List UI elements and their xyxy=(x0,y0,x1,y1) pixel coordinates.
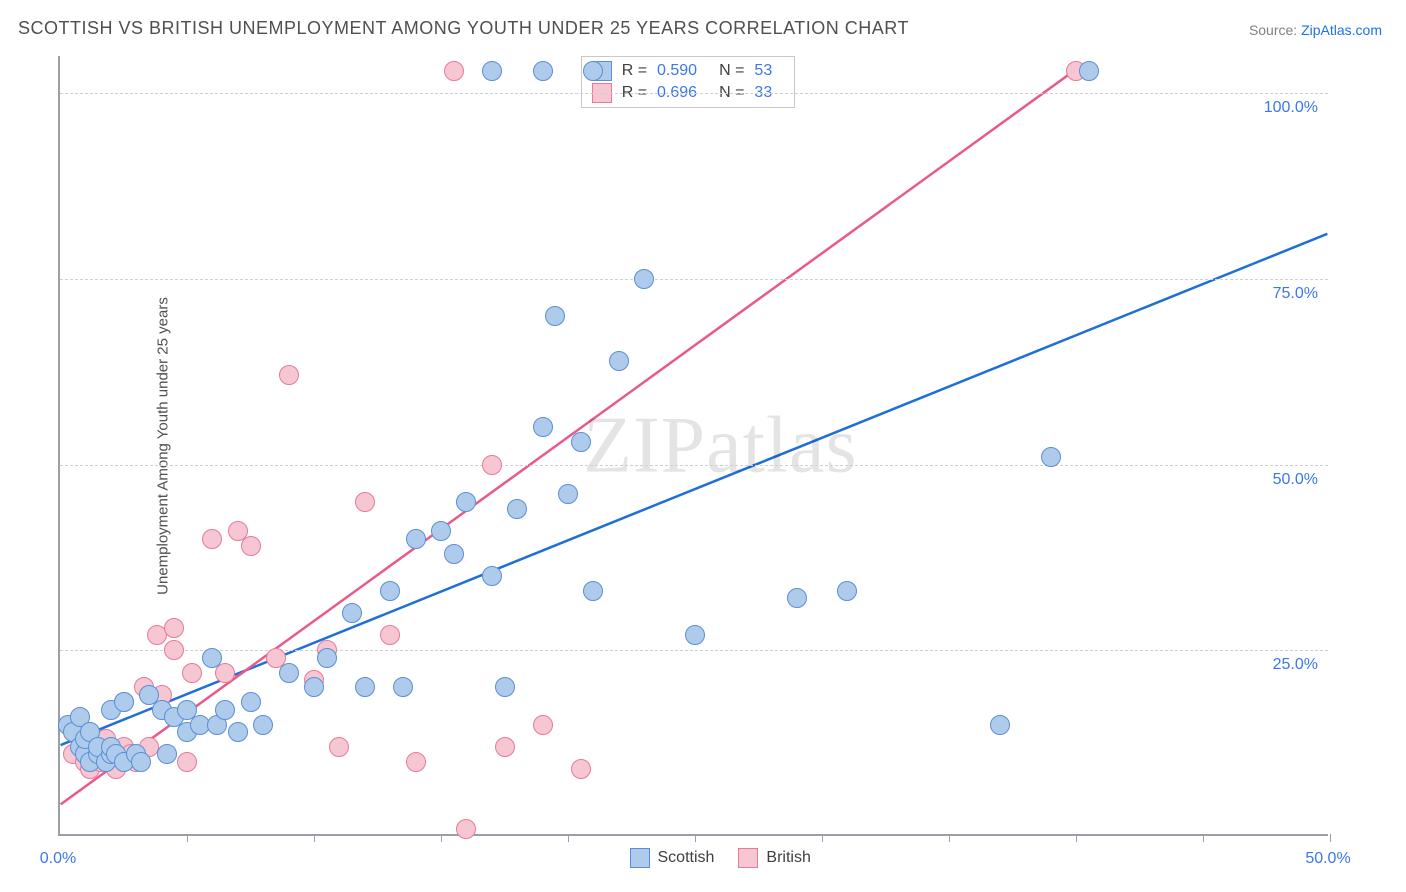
data-point-scottish xyxy=(787,588,807,608)
data-point-scottish xyxy=(202,648,222,668)
data-point-scottish xyxy=(228,722,248,742)
data-point-scottish xyxy=(355,677,375,697)
gridline xyxy=(60,465,1328,466)
regression-line-scottish xyxy=(61,234,1328,745)
data-point-scottish xyxy=(685,625,705,645)
data-point-scottish xyxy=(571,432,591,452)
y-tick-label: 100.0% xyxy=(1264,99,1318,117)
data-point-scottish xyxy=(241,692,261,712)
x-tick-label: 50.0% xyxy=(1305,850,1350,868)
data-point-british xyxy=(495,737,515,757)
data-point-scottish xyxy=(317,648,337,668)
data-point-scottish xyxy=(634,269,654,289)
x-tick-mark xyxy=(314,834,315,842)
data-point-british xyxy=(241,536,261,556)
gridline xyxy=(60,93,1328,94)
data-point-scottish xyxy=(279,663,299,683)
data-point-scottish xyxy=(507,499,527,519)
legend-item-scottish: Scottish xyxy=(630,848,715,868)
x-tick-label: 0.0% xyxy=(40,850,76,868)
x-tick-mark xyxy=(822,834,823,842)
y-tick-label: 25.0% xyxy=(1273,656,1318,674)
chart-plot-area: ZIPatlas R = 0.590N = 53R = 0.696N = 33 … xyxy=(58,56,1328,836)
data-point-scottish xyxy=(431,521,451,541)
legend-swatch xyxy=(738,848,758,868)
data-point-scottish xyxy=(456,492,476,512)
correlation-legend: R = 0.590N = 53R = 0.696N = 33 xyxy=(581,56,796,108)
data-point-scottish xyxy=(558,484,578,504)
source-label: Source: xyxy=(1249,22,1301,38)
data-point-scottish xyxy=(1041,447,1061,467)
legend-n-label: N = xyxy=(719,62,744,80)
data-point-scottish xyxy=(253,715,273,735)
data-point-british xyxy=(355,492,375,512)
data-point-scottish xyxy=(406,529,426,549)
data-point-british xyxy=(202,529,222,549)
data-point-british xyxy=(279,365,299,385)
legend-item-label: Scottish xyxy=(658,849,715,867)
data-point-british xyxy=(329,737,349,757)
data-point-british xyxy=(406,752,426,772)
legend-item-label: British xyxy=(766,849,810,867)
legend-swatch xyxy=(630,848,650,868)
data-point-british xyxy=(571,759,591,779)
data-point-british xyxy=(380,625,400,645)
x-tick-mark xyxy=(187,834,188,842)
data-point-british xyxy=(164,618,184,638)
data-point-british xyxy=(533,715,553,735)
source-link[interactable]: ZipAtlas.com xyxy=(1301,22,1382,38)
data-point-british xyxy=(164,640,184,660)
data-point-scottish xyxy=(609,351,629,371)
data-point-scottish xyxy=(482,566,502,586)
data-point-scottish xyxy=(495,677,515,697)
data-point-british xyxy=(444,61,464,81)
y-tick-label: 50.0% xyxy=(1273,471,1318,489)
gridline xyxy=(60,650,1328,651)
data-point-scottish xyxy=(114,692,134,712)
data-point-british xyxy=(456,819,476,839)
data-point-scottish xyxy=(131,752,151,772)
data-point-british xyxy=(177,752,197,772)
regression-lines-layer xyxy=(60,56,1328,834)
data-point-scottish xyxy=(157,744,177,764)
data-point-scottish xyxy=(533,417,553,437)
x-tick-mark xyxy=(1203,834,1204,842)
gridline xyxy=(60,279,1328,280)
data-point-scottish xyxy=(304,677,324,697)
x-tick-mark xyxy=(695,834,696,842)
data-point-scottish xyxy=(444,544,464,564)
legend-n-value: 53 xyxy=(754,62,772,80)
data-point-scottish xyxy=(583,581,603,601)
data-point-scottish xyxy=(837,581,857,601)
data-point-british xyxy=(182,663,202,683)
chart-title: SCOTTISH VS BRITISH UNEMPLOYMENT AMONG Y… xyxy=(18,18,909,39)
data-point-scottish xyxy=(215,700,235,720)
legend-row: R = 0.590 N = 53 xyxy=(592,61,785,81)
data-point-scottish xyxy=(990,715,1010,735)
data-point-scottish xyxy=(583,61,603,81)
data-point-scottish xyxy=(342,603,362,623)
data-point-british xyxy=(482,455,502,475)
series-legend: Scottish British xyxy=(630,848,811,868)
x-tick-mark xyxy=(568,834,569,842)
data-point-scottish xyxy=(545,306,565,326)
source-attribution: Source: ZipAtlas.com xyxy=(1249,22,1382,38)
x-tick-mark xyxy=(441,834,442,842)
x-tick-mark xyxy=(1076,834,1077,842)
data-point-scottish xyxy=(380,581,400,601)
data-point-scottish xyxy=(482,61,502,81)
y-tick-label: 75.0% xyxy=(1273,285,1318,303)
legend-r-label: R = xyxy=(622,62,647,80)
data-point-scottish xyxy=(393,677,413,697)
x-tick-mark xyxy=(949,834,950,842)
legend-r-value: 0.590 xyxy=(657,62,697,80)
x-tick-mark xyxy=(1330,834,1331,842)
data-point-scottish xyxy=(1079,61,1099,81)
data-point-scottish xyxy=(533,61,553,81)
legend-item-british: British xyxy=(738,848,810,868)
regression-line-british xyxy=(61,71,1074,805)
watermark: ZIPatlas xyxy=(583,401,858,492)
